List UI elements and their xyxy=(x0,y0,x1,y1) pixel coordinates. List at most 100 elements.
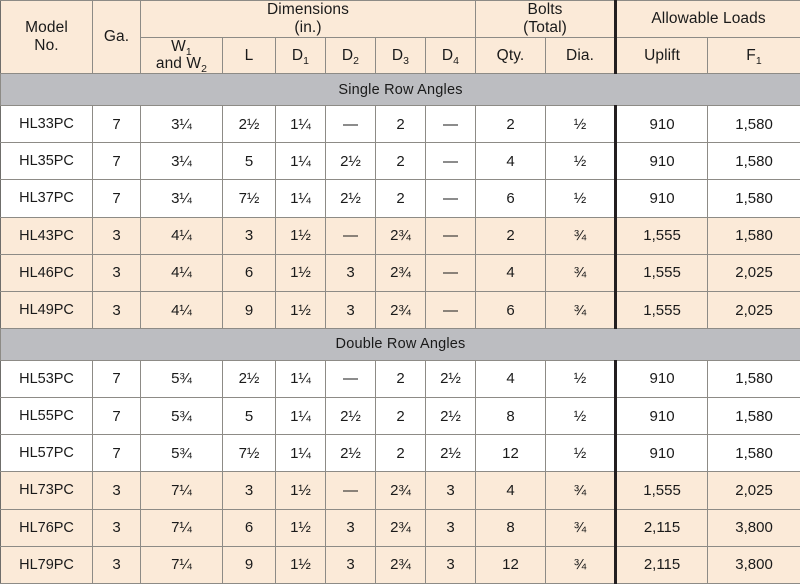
header-d4-base: D xyxy=(441,46,454,64)
cell-dia: ¾ xyxy=(545,290,617,330)
cell-f1: 3,800 xyxy=(707,508,800,547)
cell-d4: 2½ xyxy=(424,396,477,436)
header-dimensions: Dimensions (in.) xyxy=(139,0,477,38)
cell-dia: ¾ xyxy=(545,216,617,255)
cell-dia: ½ xyxy=(545,142,617,181)
cell-l: 9 xyxy=(222,545,276,584)
cell-uplift: 2,115 xyxy=(614,545,709,584)
table-row: HL76PC 3 7¼ 6 1½ 3 2¾ 3 8 ¾ 2,115 3,800 xyxy=(0,508,800,547)
section-title: Double Row Angles xyxy=(0,328,800,361)
cell-d2: 3 xyxy=(325,545,376,584)
cell-l: 6 xyxy=(222,253,276,292)
cell-f1: 1,580 xyxy=(707,104,800,144)
cell-d1: 1¼ xyxy=(275,434,326,473)
cell-w: 3¼ xyxy=(140,179,223,218)
header-d3: D3 xyxy=(375,36,426,75)
cell-d2: — xyxy=(325,104,376,144)
cell-d4: 3 xyxy=(424,545,477,584)
cell-d2: 3 xyxy=(325,253,376,292)
cell-ga: 7 xyxy=(92,104,141,144)
cell-d3: 2 xyxy=(375,179,426,218)
cell-w: 7¼ xyxy=(140,545,223,584)
cell-qty: 4 xyxy=(475,253,547,292)
cell-dia: ¾ xyxy=(545,508,617,547)
cell-f1: 3,800 xyxy=(707,545,800,584)
cell-uplift: 910 xyxy=(614,142,709,181)
cell-model: HL37PC xyxy=(0,179,93,218)
header-allowable-loads: Allowable Loads xyxy=(614,0,800,38)
cell-d4: — xyxy=(424,253,477,292)
cell-ga: 3 xyxy=(92,290,141,330)
cell-uplift: 910 xyxy=(614,359,709,399)
header-d1-base: D xyxy=(291,46,304,64)
cell-qty: 4 xyxy=(475,359,547,399)
cell-uplift: 910 xyxy=(614,104,709,144)
cell-ga: 7 xyxy=(92,434,141,473)
cell-d2: 2½ xyxy=(325,179,376,218)
cell-l: 3 xyxy=(222,471,276,510)
header-w1-and-w2: W1 and W2 xyxy=(140,36,223,75)
header-d1-sub: 1 xyxy=(303,54,310,67)
header-row-top: Model No. Ga. Dimensions (in.) Bolts (To… xyxy=(0,0,800,75)
cell-d3: 2 xyxy=(375,434,426,473)
header-d2: D2 xyxy=(325,36,376,75)
header-bolts: Bolts (Total) xyxy=(475,0,617,38)
cell-f1: 1,580 xyxy=(707,359,800,399)
cell-dia: ½ xyxy=(545,104,617,144)
cell-w: 5¾ xyxy=(140,396,223,436)
cell-ga: 7 xyxy=(92,179,141,218)
header-l: L xyxy=(222,36,276,75)
section-header-row: Single Row Angles xyxy=(0,73,800,106)
cell-d4: — xyxy=(424,290,477,330)
table-row: HL73PC 3 7¼ 3 1½ —2¾ 3 4 ¾ 1,555 2,025 xyxy=(0,471,800,510)
header-d3-sub: 3 xyxy=(403,54,410,67)
cell-d4: 3 xyxy=(424,508,477,547)
table-row: HL46PC 3 4¼ 6 1½ 3 2¾ —4 ¾ 1,555 2,025 xyxy=(0,253,800,292)
cell-model: HL35PC xyxy=(0,142,93,181)
header-uplift: Uplift xyxy=(614,36,709,75)
cell-d4: 2½ xyxy=(424,359,477,399)
cell-d2: — xyxy=(325,471,376,510)
cell-qty: 8 xyxy=(475,396,547,436)
cell-d1: 1½ xyxy=(275,545,326,584)
cell-d1: 1¼ xyxy=(275,179,326,218)
cell-uplift: 910 xyxy=(614,434,709,473)
cell-w: 7¼ xyxy=(140,471,223,510)
cell-l: 5 xyxy=(222,142,276,181)
cell-model: HL46PC xyxy=(0,253,93,292)
header-d1: D1 xyxy=(275,36,326,75)
cell-qty: 4 xyxy=(475,471,547,510)
header-dimensions-line1: Dimensions xyxy=(267,1,349,18)
cell-qty: 12 xyxy=(475,434,547,473)
cell-ga: 3 xyxy=(92,545,141,584)
cell-qty: 2 xyxy=(475,104,547,144)
cell-w: 3¼ xyxy=(140,104,223,144)
cell-d3: 2 xyxy=(375,359,426,399)
header-w-base: W xyxy=(171,37,186,55)
cell-f1: 2,025 xyxy=(707,290,800,330)
cell-w: 4¼ xyxy=(140,253,223,292)
cell-d2: — xyxy=(325,359,376,399)
cell-d4: — xyxy=(424,142,477,181)
cell-dia: ¾ xyxy=(545,471,617,510)
cell-ga: 3 xyxy=(92,216,141,255)
section-header-row: Double Row Angles xyxy=(0,328,800,361)
cell-qty: 2 xyxy=(475,216,547,255)
cell-uplift: 1,555 xyxy=(614,216,709,255)
cell-dia: ½ xyxy=(545,359,617,399)
header-gauge: Ga. xyxy=(92,0,141,75)
cell-d1: 1¼ xyxy=(275,142,326,181)
cell-model: HL53PC xyxy=(0,359,93,399)
table-row: HL53PC 7 5¾ 2½ 1¼ —2 2½ 4 ½ 910 1,580 xyxy=(0,359,800,399)
header-f1-base: F xyxy=(746,46,756,64)
cell-d3: 2¾ xyxy=(375,508,426,547)
cell-d2: 2½ xyxy=(325,434,376,473)
cell-ga: 7 xyxy=(92,142,141,181)
header-d2-base: D xyxy=(341,46,354,64)
cell-uplift: 910 xyxy=(614,179,709,218)
cell-f1: 2,025 xyxy=(707,253,800,292)
cell-dia: ½ xyxy=(545,179,617,218)
cell-model: HL73PC xyxy=(0,471,93,510)
cell-qty: 12 xyxy=(475,545,547,584)
cell-d2: 2½ xyxy=(325,396,376,436)
